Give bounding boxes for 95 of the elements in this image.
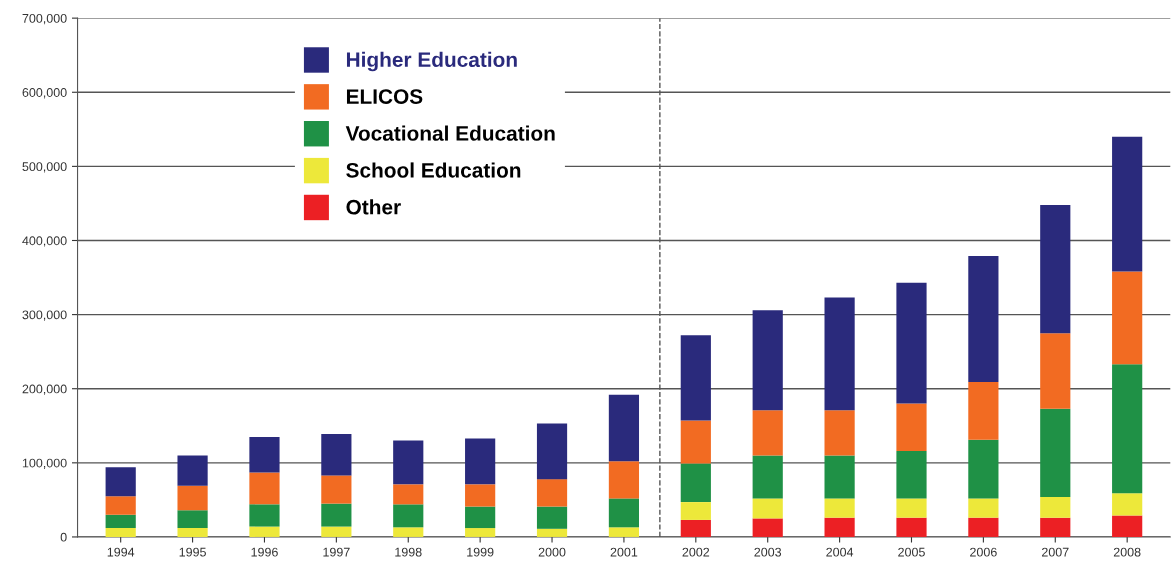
legend-label: School Education <box>346 162 521 178</box>
bar <box>752 455 783 499</box>
x-tick-label: 2003 <box>754 547 782 557</box>
bar <box>752 410 783 456</box>
bar <box>680 519 711 537</box>
x-tick-label: 1998 <box>395 547 422 557</box>
bar <box>536 528 568 537</box>
x-tick-label: 2002 <box>682 547 710 557</box>
bar <box>1112 493 1143 516</box>
x-tick-label: 2008 <box>1113 547 1141 557</box>
bar <box>105 514 136 529</box>
bar <box>1040 333 1071 409</box>
bar <box>249 526 280 537</box>
y-tick-label: 100,000 <box>22 458 67 469</box>
x-tick-label: 2006 <box>970 547 997 557</box>
x-tick-label: 1996 <box>251 547 278 557</box>
bar <box>177 510 208 529</box>
bar <box>1040 496 1071 518</box>
bar <box>1112 515 1143 537</box>
bar <box>608 394 640 462</box>
bar <box>177 455 208 486</box>
legend-label: Higher Education <box>346 51 517 72</box>
bar <box>608 527 640 537</box>
bar <box>824 410 855 456</box>
bar <box>465 506 496 529</box>
y-tick-label: 700,000 <box>22 13 67 25</box>
bar <box>393 484 424 505</box>
bar <box>249 472 280 505</box>
bar <box>1112 136 1143 272</box>
x-tick-label: 1997 <box>323 547 350 557</box>
bar <box>896 403 927 451</box>
bar <box>1112 364 1143 494</box>
bar <box>896 498 927 518</box>
bar <box>680 335 711 421</box>
y-tick-label: 400,000 <box>22 236 67 247</box>
x-tick-label: 1999 <box>467 547 494 557</box>
bar <box>608 498 640 528</box>
bar <box>321 526 352 537</box>
x-tick-label: 1994 <box>107 547 135 557</box>
y-tick-label: 0 <box>60 532 67 542</box>
bar <box>1040 517 1071 537</box>
bar <box>249 504 280 527</box>
bar <box>752 518 783 537</box>
bar <box>752 310 783 411</box>
y-tick-label: 300,000 <box>22 310 67 321</box>
bar <box>968 382 999 440</box>
bar <box>536 506 568 529</box>
y-tick-label: 500,000 <box>22 162 67 173</box>
bar <box>968 439 999 499</box>
bar <box>321 433 352 476</box>
bar <box>608 461 640 499</box>
bar <box>177 528 208 537</box>
bar <box>680 463 711 503</box>
bar <box>177 485 208 511</box>
x-tick-label: 2000 <box>538 547 566 557</box>
bar <box>105 496 136 515</box>
bar <box>680 420 711 464</box>
bar <box>536 423 568 480</box>
bar <box>824 498 855 518</box>
legend-label: Other <box>346 199 401 215</box>
bar <box>465 484 496 507</box>
x-tick-label: 2004 <box>826 547 854 557</box>
y-tick-label: 600,000 <box>22 88 67 99</box>
y-tick-label: 200,000 <box>22 384 67 395</box>
bar <box>824 297 855 411</box>
x-tick-label: 2001 <box>610 547 638 557</box>
bar <box>465 528 496 537</box>
legend-label: Vocational Education <box>345 125 555 141</box>
bar <box>968 256 999 383</box>
bar <box>680 502 711 520</box>
x-tick-label: 2007 <box>1042 547 1069 557</box>
bar <box>1112 271 1143 365</box>
bar <box>536 479 568 507</box>
bar <box>896 517 927 537</box>
bar <box>752 498 783 519</box>
bar <box>321 503 352 527</box>
bar <box>824 455 855 499</box>
bar <box>321 475 352 504</box>
bar <box>968 498 999 518</box>
bar <box>896 282 927 404</box>
bar <box>824 517 855 537</box>
bar <box>1040 408 1071 497</box>
bar <box>393 504 424 528</box>
bar <box>1040 204 1071 334</box>
bar <box>393 440 424 485</box>
x-tick-label: 1995 <box>179 547 206 557</box>
bar <box>393 527 424 537</box>
bar <box>465 438 496 485</box>
bar <box>896 450 927 499</box>
legend-label: ELICOS <box>346 89 423 104</box>
bar <box>249 436 280 473</box>
bar <box>105 528 136 537</box>
x-tick-label: 2005 <box>898 547 925 557</box>
bar <box>105 467 136 497</box>
bar <box>968 517 999 537</box>
